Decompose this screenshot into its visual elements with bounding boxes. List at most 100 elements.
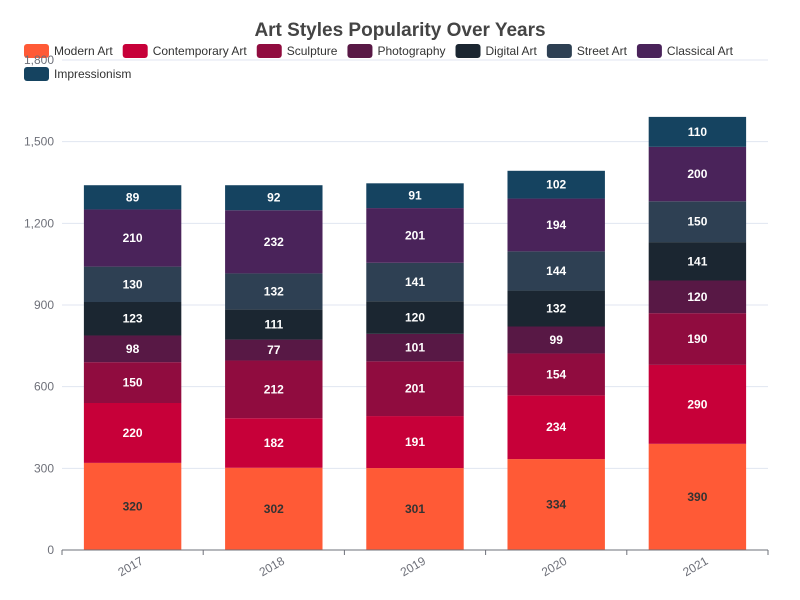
bar-segment[interactable] [83,335,182,363]
data-label: 141 [687,254,707,268]
bar-segment[interactable] [648,146,747,202]
legend-item[interactable]: Classical Art [636,44,734,58]
bar-segment[interactable] [366,208,464,263]
bar-segment[interactable] [83,462,182,550]
legend-swatch [636,44,662,58]
data-label: 201 [405,228,425,242]
x-tick-label: 2020 [539,554,569,580]
y-tick-label: 1,200 [24,216,54,230]
data-label: 130 [123,277,143,291]
bar-segment[interactable] [225,185,323,211]
data-label: 120 [687,290,707,304]
legend-label: Contemporary Art [153,44,248,58]
bar-segment[interactable] [507,198,605,252]
bar-segment[interactable] [366,333,464,362]
bar-segment[interactable] [507,326,605,354]
legend-item[interactable]: Street Art [546,44,628,58]
data-label: 99 [550,333,564,347]
bar-segment[interactable] [366,468,464,550]
bar-segment[interactable] [507,459,605,550]
legend-swatch [347,44,373,58]
bar-segment[interactable] [507,395,605,460]
data-label: 301 [405,502,425,516]
legend-swatch [24,67,49,81]
data-label: 390 [687,490,707,504]
legend-swatch [455,44,481,58]
y-tick-label: 1,800 [24,53,54,67]
bar-segment[interactable] [648,201,747,243]
bar-segment[interactable] [225,309,323,340]
bar-segment[interactable] [366,416,464,469]
legend-swatch [122,44,148,58]
data-label: 182 [264,436,284,450]
legend-item[interactable]: Modern Art [24,44,113,58]
bar-segment[interactable] [366,301,464,334]
data-label: 334 [546,498,566,512]
legend-item[interactable]: Impressionism [24,67,131,81]
legend-label: Classical Art [667,44,734,58]
data-label: 200 [687,167,707,181]
bar-segment[interactable] [225,210,323,274]
chart-title: Art Styles Popularity Over Years [254,20,546,41]
data-label: 191 [405,435,425,449]
bar-segment[interactable] [507,353,605,396]
bar-segment[interactable] [83,302,182,336]
bar-segment[interactable] [225,467,323,550]
bar-segment[interactable] [225,418,323,468]
bar-segment[interactable] [83,403,182,463]
data-label: 290 [687,397,707,411]
y-tick-label: 600 [34,380,54,394]
bar-segment[interactable] [83,362,182,403]
bar-segment[interactable] [648,116,747,147]
legend-item[interactable]: Contemporary Art [122,44,248,58]
bar-segment[interactable] [366,361,464,417]
x-tick-label: 2021 [680,554,710,580]
data-label: 98 [126,342,140,356]
legend-swatch [24,44,49,58]
bar-segment[interactable] [648,443,747,550]
bar-segment[interactable] [225,360,323,419]
data-label: 212 [264,382,284,396]
bar-segment[interactable] [648,242,747,281]
legend[interactable]: Modern Art Contemporary Art Sculpture Photo… [24,44,734,81]
data-label: 110 [688,125,708,139]
x-tick-label: 2018 [257,554,287,580]
legend-item[interactable]: Sculpture [256,44,338,58]
bar-segment[interactable] [366,262,464,302]
legend-swatch [546,44,572,58]
data-label: 210 [123,231,143,245]
data-label: 77 [267,343,281,357]
y-tick-label: 300 [34,461,54,475]
bar-segment[interactable] [648,280,747,314]
bar-segment[interactable] [366,183,464,209]
bar-segment[interactable] [648,364,747,444]
bars: 320 220 150 98 123 130 210 89 302 182 212 77 111 132 2… [83,116,747,550]
bar-segment[interactable] [83,185,182,210]
legend-item[interactable]: Digital Art [455,44,538,58]
legend-item[interactable]: Photography [347,44,446,58]
data-label: 102 [546,178,566,192]
x-tick-label: 2017 [116,554,146,580]
data-label: 232 [264,235,284,249]
data-label: 132 [264,284,284,298]
bar-segment[interactable] [507,170,605,199]
bar-segment[interactable] [225,339,323,361]
bar-segment[interactable] [225,273,323,310]
bar-segment[interactable] [83,209,182,267]
legend-swatch [256,44,282,58]
data-label: 92 [267,191,281,205]
y-tick-label: 1,500 [24,135,54,149]
bar-segment[interactable] [507,290,605,327]
data-label: 194 [546,218,566,232]
bar-segment[interactable] [83,266,182,303]
bar-segment[interactable] [507,251,605,291]
bar-segment[interactable] [648,313,747,365]
y-tick-label: 0 [47,543,54,557]
data-label: 190 [687,332,707,346]
data-label: 91 [408,189,422,203]
data-label: 320 [123,499,143,513]
legend-label: Photography [377,44,445,58]
data-label: 144 [546,264,566,278]
legend-label: Digital Art [486,44,538,58]
